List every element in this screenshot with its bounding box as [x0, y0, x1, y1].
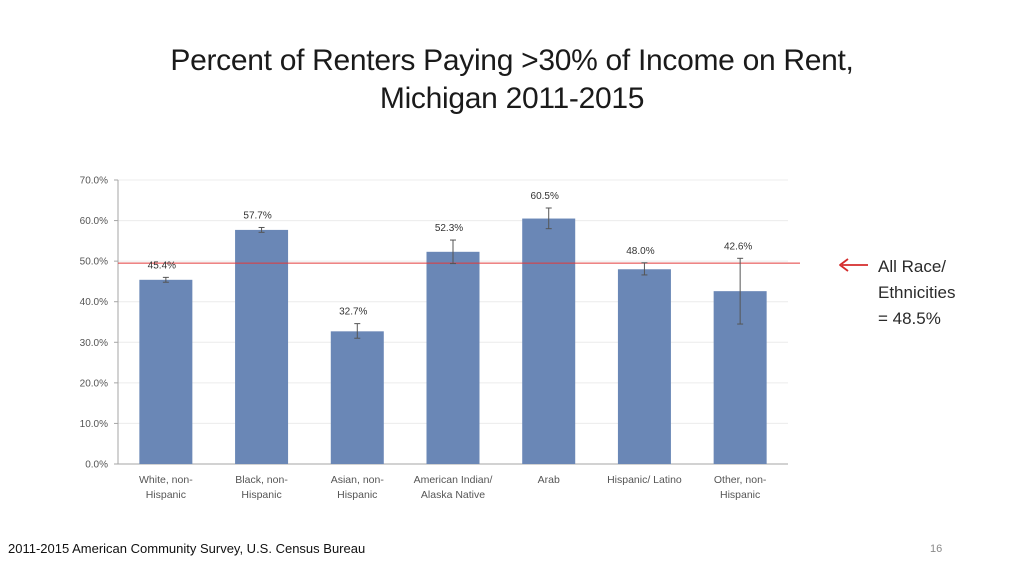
- data-label: 32.7%: [339, 307, 367, 318]
- x-category-label: Hispanic: [337, 489, 377, 501]
- callout-line-1: All Race/: [878, 257, 947, 276]
- x-category-label: Hispanic/ Latino: [607, 474, 682, 486]
- x-category-label: Hispanic: [720, 489, 760, 501]
- x-category-label: White, non-: [139, 474, 193, 486]
- x-category-label: Hispanic: [241, 489, 281, 501]
- bar: [617, 269, 671, 464]
- bar: [522, 218, 576, 464]
- bar: [139, 279, 193, 464]
- x-category-label: Alaska Native: [421, 489, 485, 501]
- y-tick-label: 70.0%: [80, 176, 108, 187]
- data-label: 52.3%: [435, 223, 463, 234]
- x-category-label: Arab: [538, 474, 560, 486]
- x-category-label: Asian, non-: [331, 474, 385, 486]
- bar: [426, 251, 480, 464]
- y-tick-label: 10.0%: [80, 419, 108, 430]
- source-footnote: 2011-2015 American Community Survey, U.S…: [8, 541, 366, 556]
- page-number: 16: [930, 543, 943, 555]
- data-label: 45.4%: [148, 260, 176, 271]
- data-label: 60.5%: [531, 191, 559, 202]
- x-category-label: Hispanic: [146, 489, 186, 501]
- y-tick-label: 0.0%: [85, 460, 108, 471]
- x-category-label: American Indian/: [414, 474, 493, 486]
- slide-title: Percent of Renters Paying >30% of Income…: [0, 42, 1024, 118]
- all-race-callout: All Race/ Ethnicities = 48.5%: [878, 254, 998, 332]
- y-tick-label: 50.0%: [80, 257, 108, 268]
- slide-title-line-1: Percent of Renters Paying >30% of Income…: [170, 44, 854, 77]
- bar: [235, 229, 289, 464]
- x-category-label: Black, non-: [235, 474, 288, 486]
- data-label: 42.6%: [724, 241, 752, 252]
- callout-line-2: Ethnicities: [878, 283, 956, 302]
- callout-arrowhead-icon: [839, 258, 849, 272]
- slide-title-line-2: Michigan 2011-2015: [379, 82, 645, 115]
- y-tick-label: 20.0%: [80, 378, 108, 389]
- y-tick-label: 40.0%: [80, 297, 108, 308]
- y-tick-label: 60.0%: [80, 216, 108, 227]
- x-category-label: Other, non-: [714, 474, 767, 486]
- data-label: 48.0%: [626, 246, 654, 257]
- y-tick-label: 30.0%: [80, 338, 108, 349]
- data-label: 57.7%: [243, 210, 271, 221]
- callout-line-3: = 48.5%: [878, 309, 941, 328]
- bar: [330, 331, 384, 464]
